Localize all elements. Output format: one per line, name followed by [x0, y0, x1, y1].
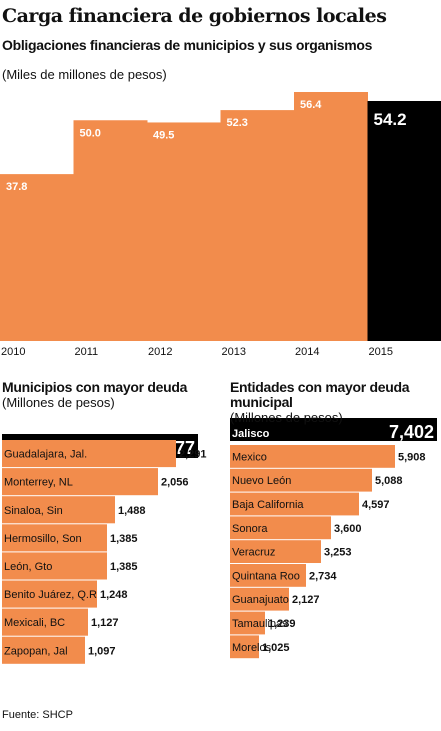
hbar-Monterrey, NL	[2, 468, 158, 496]
hbar-category-label: Guadalajara, Jal.	[4, 449, 87, 461]
hbar-value-label: 3,600	[334, 523, 362, 535]
hbar-value-label: 1,127	[91, 617, 119, 629]
hbar-Tamaulipas	[230, 611, 265, 635]
bar-value-label: 56.4	[300, 99, 322, 111]
hbar-value-label: 1,488	[118, 505, 146, 517]
units-label: (Miles de millones de pesos)	[2, 67, 167, 82]
hbar-Hermosillo, Son	[2, 524, 107, 552]
bar-value-label: 37.8	[6, 181, 27, 193]
bar-value-label: 52.3	[227, 117, 248, 129]
hbar-value-label: 1,248	[100, 589, 128, 601]
hbar-Guadalajara, Jal.	[2, 440, 176, 468]
hbar-Jalisco	[230, 418, 437, 441]
hbar-Morelos	[230, 635, 259, 659]
hbar-Baja California	[230, 492, 359, 516]
source-note: Fuente: SHCP	[2, 709, 73, 721]
bar-2010	[0, 174, 74, 341]
bar-value-label: 54.2	[374, 110, 407, 129]
hbar-value-label: 4,597	[362, 499, 390, 511]
hbar-category-label: Zapopan, Jal	[4, 645, 68, 657]
hbar-value-label: 1,385	[110, 533, 138, 545]
hbar-value-label: 2,127	[292, 594, 320, 606]
hbar-value-label: 5,908	[398, 451, 426, 463]
bar-value-label: 49.5	[153, 129, 174, 141]
bar-2015	[367, 101, 441, 341]
bar-2014	[294, 92, 368, 341]
hbar-category-label: Mexicali, BC	[4, 617, 65, 629]
hbar-category-label: Tamaulipas	[232, 618, 288, 630]
hbar-value-label: 1,025	[262, 642, 290, 654]
municipios-title: Municipios con mayor deuda	[2, 379, 188, 395]
x-tick-label: 2011	[75, 346, 99, 358]
hbar-category-label: Nuevo León	[232, 475, 291, 487]
hbar-value-label: 1,097	[88, 645, 116, 657]
hbar-Benito Juárez, Q.R	[2, 580, 97, 608]
bar-2011	[73, 120, 148, 342]
hbar-value-label: 2,056	[161, 477, 189, 489]
bar-value-label: 50.0	[80, 127, 101, 139]
hbar-category-label: Baja California	[232, 499, 304, 511]
hbar-category-label: Guanajuato	[232, 594, 289, 606]
chart-title: Carga financiera de gobiernos locales	[2, 5, 387, 27]
hbar-Quintana Roo	[230, 564, 306, 587]
hbar-category-label: Mexico	[232, 451, 267, 463]
hbar-Guanajuato	[230, 587, 289, 611]
hbar-category-label: León, Gto	[4, 561, 52, 573]
x-tick-label: 2013	[222, 346, 246, 358]
municipios-units: (Millones de pesos)	[2, 395, 115, 410]
hbar-category-label: Veracruz	[232, 547, 275, 559]
hbar-category-label: Quintana Roo	[232, 570, 300, 582]
x-tick-label: 2015	[369, 346, 393, 358]
hbar-category-label: Jalisco	[232, 428, 270, 440]
hbar-category-label: Sinaloa, Sin	[4, 505, 63, 517]
hbar-category-label: Morelos	[232, 642, 272, 654]
hbar-Veracruz	[230, 540, 321, 563]
hbar-Nuevo León	[230, 468, 372, 492]
hbar-Mexicali, BC	[2, 608, 88, 636]
entidades-title: Entidades con mayor deuda municipal	[230, 379, 410, 410]
entidades-units: (Millones de pesos)	[230, 410, 343, 425]
x-tick-label: 2012	[148, 346, 172, 358]
hbar-value-label: 3,253	[324, 547, 352, 559]
hbar-value-label: 7,402	[389, 422, 434, 442]
hbar-León, Gto	[2, 552, 107, 580]
hbar-Sinaloa, Sin	[2, 496, 115, 524]
hbar-Mexico	[230, 445, 395, 468]
hbar-category-label: Benito Juárez, Q.R	[4, 589, 97, 601]
hbar-value-label: 1,239	[268, 618, 296, 630]
chart-subtitle: Obligaciones financieras de municipios y…	[2, 37, 373, 53]
hbar-category-label: Monterrey, NL	[4, 477, 73, 489]
hbar-value-label: 5,088	[375, 475, 403, 487]
bar-2012	[147, 122, 221, 341]
x-tick-label: 2010	[1, 346, 25, 358]
hbar-value-label: 1,385	[110, 561, 138, 573]
hbar-category-label: Hermosillo, Son	[4, 533, 82, 545]
bar-2013	[220, 110, 295, 341]
hbar-Zapopan, Jal	[2, 636, 85, 664]
hbar-category-label: Sonora	[232, 523, 268, 535]
hbar-value-label: 2,734	[309, 570, 337, 582]
hbar-value-label: 2,291	[179, 449, 207, 461]
hbar-Sonora	[230, 516, 331, 540]
x-tick-label: 2014	[295, 346, 319, 358]
